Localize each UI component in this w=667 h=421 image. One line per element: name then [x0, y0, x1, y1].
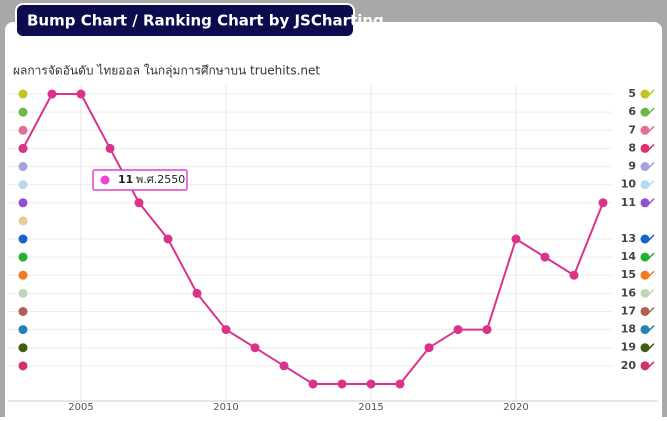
tooltip: 11 พ.ศ.2550 — [92, 169, 188, 191]
tooltip-date: พ.ศ.2550 — [136, 173, 185, 186]
rank-icon — [640, 143, 650, 153]
rank-icon — [640, 288, 650, 298]
rank-icon — [640, 125, 650, 135]
rank-icon — [640, 306, 650, 316]
y-tick-label: 8 — [628, 141, 636, 154]
y-tick-label: 5 — [628, 87, 636, 100]
y-tick-label: 17 — [621, 304, 636, 317]
rank-icon — [640, 361, 650, 371]
rank-icon-tick — [647, 143, 655, 151]
rank-icon-tick — [647, 198, 655, 206]
rank-marker — [18, 288, 28, 298]
point — [366, 379, 376, 389]
rank-marker — [18, 306, 28, 316]
point — [482, 325, 492, 335]
point — [221, 325, 231, 335]
y-tick-label: 11 — [621, 196, 636, 209]
rank-marker — [18, 180, 28, 190]
tooltip-icon — [100, 175, 110, 185]
rank-icon-tick — [647, 161, 655, 170]
rank-icon-tick — [647, 325, 655, 333]
point — [598, 198, 608, 208]
subtitle: ผลการจัดอันดับ ไทยออล ในกลุ่มการศึกษาบน … — [13, 64, 320, 79]
point — [540, 252, 550, 262]
x-tick-label: 2010 — [213, 402, 238, 413]
y-tick-label: 10 — [621, 178, 637, 191]
rank-marker — [18, 343, 28, 353]
rank-icon — [640, 270, 650, 280]
rank-marker — [18, 361, 28, 371]
point — [105, 143, 115, 153]
x-tick-label: 2020 — [503, 402, 528, 413]
y-tick-label: 6 — [628, 105, 636, 118]
point — [424, 343, 434, 353]
tooltip-box — [92, 169, 188, 191]
rank-marker — [18, 107, 28, 117]
rank-marker — [18, 89, 28, 99]
rank-icon-tick — [647, 234, 655, 242]
rank-icon-tick — [647, 252, 655, 260]
rank-icon — [640, 198, 650, 208]
rank-marker — [18, 162, 28, 172]
point — [250, 343, 260, 353]
rank-icon-tick — [647, 107, 655, 115]
point — [395, 379, 405, 389]
rank-marker — [18, 252, 28, 262]
tooltip-value: 11 — [118, 173, 133, 186]
title-banner — [15, 3, 355, 38]
rank-icon — [640, 325, 650, 335]
point — [511, 234, 521, 244]
rank-icon-tick — [647, 270, 655, 278]
x-tick-label: 2005 — [68, 402, 93, 413]
point — [453, 325, 463, 335]
rank-marker — [18, 198, 28, 208]
rank-icon — [640, 180, 650, 190]
rank-icon-tick — [647, 306, 655, 315]
rank-icon — [640, 252, 650, 262]
rank-marker — [18, 125, 28, 135]
x-tick-label: 2015 — [358, 402, 383, 413]
rank-marker — [18, 325, 28, 335]
point — [134, 198, 144, 208]
y-tick-label: 18 — [621, 323, 636, 336]
panel — [5, 22, 662, 421]
point — [308, 379, 318, 389]
rank-icon — [640, 343, 650, 353]
rank-marker — [18, 216, 28, 226]
y-tick-label: 16 — [621, 286, 637, 299]
y-tick-label: 15 — [621, 268, 636, 281]
rank-icon — [640, 162, 650, 172]
title: Bump Chart / Ranking Chart by JSCharting — [27, 12, 384, 30]
point — [192, 288, 202, 298]
point — [47, 89, 57, 99]
y-tick-label: 20 — [621, 359, 637, 372]
rank-icon-tick — [647, 361, 655, 369]
point — [18, 143, 28, 153]
y-tick-label: 14 — [621, 250, 637, 263]
point — [337, 379, 347, 389]
point — [163, 234, 173, 244]
rank-icon — [640, 89, 650, 99]
point — [279, 361, 289, 371]
y-tick-label: 9 — [628, 160, 636, 173]
y-tick-label: 19 — [621, 341, 636, 354]
rank-icon-tick — [647, 288, 655, 296]
y-tick-label: 13 — [621, 232, 636, 245]
point — [76, 89, 86, 99]
point — [569, 270, 579, 280]
y-tick-label: 7 — [628, 123, 636, 136]
rank-icon — [640, 234, 650, 244]
rank-icon-tick — [647, 89, 655, 97]
rank-icon-tick — [647, 343, 655, 351]
rank-icon-tick — [647, 180, 655, 188]
rank-marker — [18, 270, 28, 280]
rank-icon — [640, 107, 650, 117]
rank-icon-tick — [647, 125, 655, 133]
rank-marker — [18, 234, 28, 244]
